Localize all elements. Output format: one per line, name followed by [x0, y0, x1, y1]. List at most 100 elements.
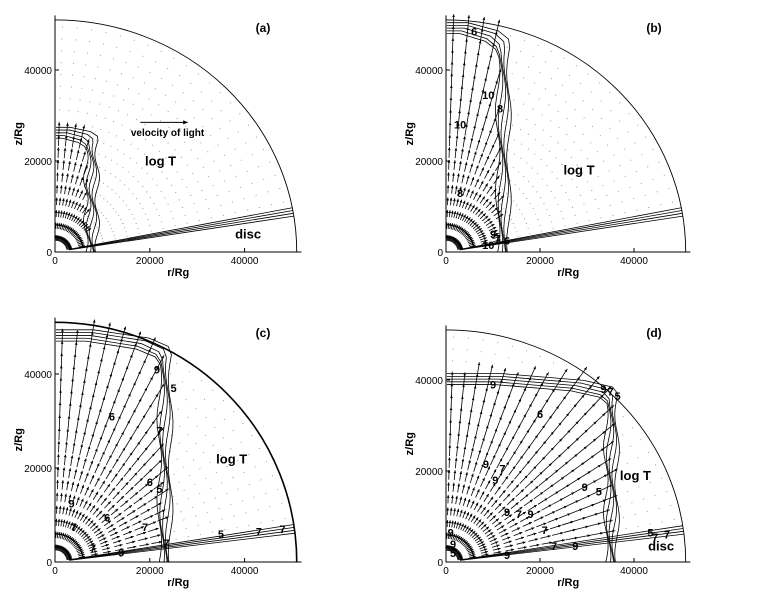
x-tick-label: 0: [443, 256, 449, 267]
panel-label: (c): [256, 326, 271, 340]
y-tick-label: 0: [46, 248, 52, 259]
log-t-label: log T: [216, 451, 247, 466]
contour-level-label: 9: [118, 548, 124, 560]
contour-level-label: 9: [69, 498, 75, 510]
y-axis-label: z/Rg: [13, 122, 25, 145]
contour-level-label: 5: [614, 391, 620, 403]
contour-level-label: 9: [490, 380, 496, 392]
x-tick-label: 0: [52, 256, 58, 267]
outer-boundary-arc: [445, 329, 687, 563]
outer-boundary-arc: [445, 19, 687, 253]
disc-contours: [459, 207, 683, 251]
contour-level-label: 9: [490, 229, 496, 241]
panel-label: (b): [646, 21, 661, 35]
contour-level-label: 6: [109, 411, 115, 423]
contour-level-label: 7: [156, 425, 162, 437]
x-tick-label: 20000: [136, 256, 164, 267]
y-axis-label: z/Rg: [404, 122, 416, 145]
contour-level-label: 5: [647, 527, 653, 539]
contour-level-label: 7: [279, 524, 285, 536]
y-tick-label: 40000: [415, 376, 443, 387]
contour-level-label: 7: [516, 509, 522, 521]
panel-label: (d): [646, 326, 661, 340]
contour-level-label: 7: [542, 525, 548, 537]
contour-level-label: 9: [154, 364, 160, 376]
x-axis-label: r/Rg: [167, 577, 189, 589]
contour-level-label: 5: [156, 484, 162, 496]
log-t-label: log T: [564, 163, 595, 178]
contour-level-label: 9: [450, 539, 456, 551]
outer-boundary-arc: [54, 19, 298, 253]
y-tick-label: 40000: [24, 370, 52, 381]
x-tick-label: 40000: [620, 256, 648, 267]
contour-level-label: 9: [504, 507, 510, 519]
disc-label: disc: [648, 539, 674, 554]
contour-level-label: 9: [582, 482, 588, 494]
contour-level-label: 7: [495, 233, 501, 245]
log-t-label: log T: [145, 154, 176, 169]
contour-level-label: 6: [504, 236, 510, 248]
contour-level-label: 6: [471, 26, 477, 38]
disc-label: disc: [235, 226, 261, 241]
contour-level-label: 10: [454, 120, 466, 132]
velocity-field: [445, 336, 675, 561]
y-axis-label: z/Rg: [13, 428, 25, 451]
y-tick-label: 0: [437, 248, 443, 259]
velocity-field: [445, 14, 674, 251]
x-tick-label: 40000: [620, 566, 648, 577]
contour-level-label: 7: [607, 386, 613, 398]
x-tick-label: 40000: [231, 566, 259, 577]
disc-contours: [68, 207, 294, 251]
log-t-label: log T: [620, 468, 651, 483]
disc-contours: [459, 525, 685, 561]
contour-level-label: 7: [142, 522, 148, 534]
velocity-of-light-arrow: [140, 120, 188, 125]
x-tick-label: 20000: [526, 566, 554, 577]
contour-level-label: 5: [450, 548, 456, 560]
contour-level-label: 7: [551, 541, 557, 553]
contour-level-label: 9: [448, 527, 454, 539]
y-tick-label: 20000: [24, 464, 52, 475]
contour-level-label: 7: [71, 522, 77, 534]
contour-level-label: 6: [104, 512, 110, 524]
y-axis-label: z/Rg: [404, 432, 416, 455]
contour-level-label: 7: [256, 526, 262, 538]
contour-level-label: 5: [170, 383, 176, 395]
contour-level-label: 9: [600, 384, 606, 396]
x-axis-label: r/Rg: [557, 577, 579, 589]
y-tick-label: 40000: [24, 66, 52, 77]
y-tick-label: 0: [437, 558, 443, 569]
x-tick-label: 20000: [526, 256, 554, 267]
temperature-contours: [446, 22, 512, 253]
contour-level-label: 10: [482, 90, 494, 102]
x-axis-label: r/Rg: [167, 267, 189, 279]
contour-level-label: 9: [572, 541, 578, 553]
contour-level-label: 7: [664, 530, 670, 542]
outer-boundary-arc: [54, 321, 298, 563]
contour-level-label: 5: [596, 486, 602, 498]
temperature-contours: [55, 329, 174, 563]
panel-a: 0 20000 40000 0 20000 40000 r/Rg z/Rg (a) log T di…: [13, 15, 302, 279]
contour-level-label: 5: [218, 529, 224, 541]
contour-level-label: 8: [457, 188, 463, 200]
x-axis-label: r/Rg: [557, 267, 579, 279]
panel-label: (a): [256, 21, 271, 35]
contour-level-label: 7: [652, 532, 658, 544]
contour-level-label: 8: [497, 104, 503, 116]
contour-level-label: 9: [483, 459, 489, 471]
disc-contours: [68, 524, 296, 561]
contour-level-label: 6: [537, 409, 543, 421]
x-tick-label: 20000: [136, 566, 164, 577]
velocity-field: [54, 319, 286, 561]
panel-d: 0 20000 40000 0 20000 40000 r/Rg z/Rg (d) log T di…: [404, 325, 691, 589]
x-tick-label: 0: [443, 566, 449, 577]
contour-level-label: 9: [504, 550, 510, 562]
y-tick-label: 20000: [415, 467, 443, 478]
x-tick-label: 0: [52, 566, 58, 577]
temperature-contours: [446, 373, 620, 563]
contour-level-label: 7: [90, 543, 96, 555]
contour-level-label: 9: [492, 475, 498, 487]
